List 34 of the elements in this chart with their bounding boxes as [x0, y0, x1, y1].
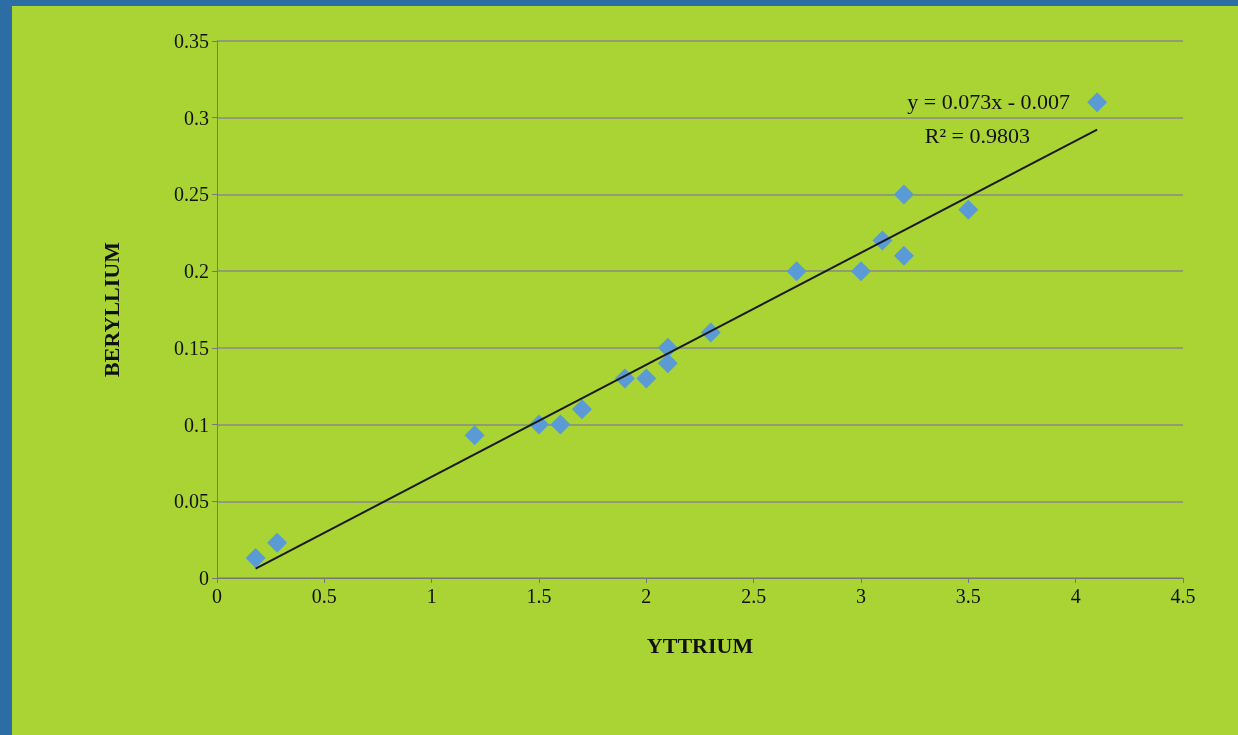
point	[786, 261, 807, 282]
x-tick-label: 3.5	[955, 585, 981, 607]
y-tick-label: 0.3	[184, 106, 209, 129]
y-tick-label: 0.35	[174, 30, 209, 52]
x-tick-label: 1	[426, 585, 437, 607]
point	[958, 199, 979, 220]
point	[851, 261, 871, 282]
point	[267, 532, 288, 553]
point	[571, 399, 592, 420]
x-tick-label: 4.5	[1170, 585, 1196, 607]
point	[636, 368, 657, 389]
x-tick-label: 3	[856, 585, 866, 607]
y-tick-label: 0.1	[184, 413, 209, 436]
point	[245, 548, 266, 569]
point	[893, 184, 914, 205]
point	[657, 353, 678, 374]
point	[464, 425, 485, 446]
y-tick-label: 0.2	[184, 260, 209, 283]
x-tick-label: 1.5	[526, 585, 552, 607]
y-axis-title: BERYLLIUM	[98, 241, 124, 377]
y-tick-label: 0	[199, 567, 209, 589]
x-tick-label: 0.5	[311, 585, 337, 607]
x-tick-label: 2.5	[741, 585, 767, 607]
point	[550, 414, 571, 435]
y-tick-label: 0.25	[174, 183, 209, 206]
point	[893, 245, 914, 266]
x-tick-label: 4	[1070, 585, 1081, 607]
annotation: y = 0.073x - 0.007	[907, 88, 1070, 114]
point	[1087, 92, 1108, 113]
y-tick-label: 0.15	[174, 336, 209, 359]
x-axis-title: YTTRIUM	[646, 632, 754, 658]
y-tick-label: 0.05	[174, 490, 209, 513]
x-tick-label: 2	[641, 585, 652, 607]
annotation: R² = 0.9803	[924, 122, 1031, 148]
